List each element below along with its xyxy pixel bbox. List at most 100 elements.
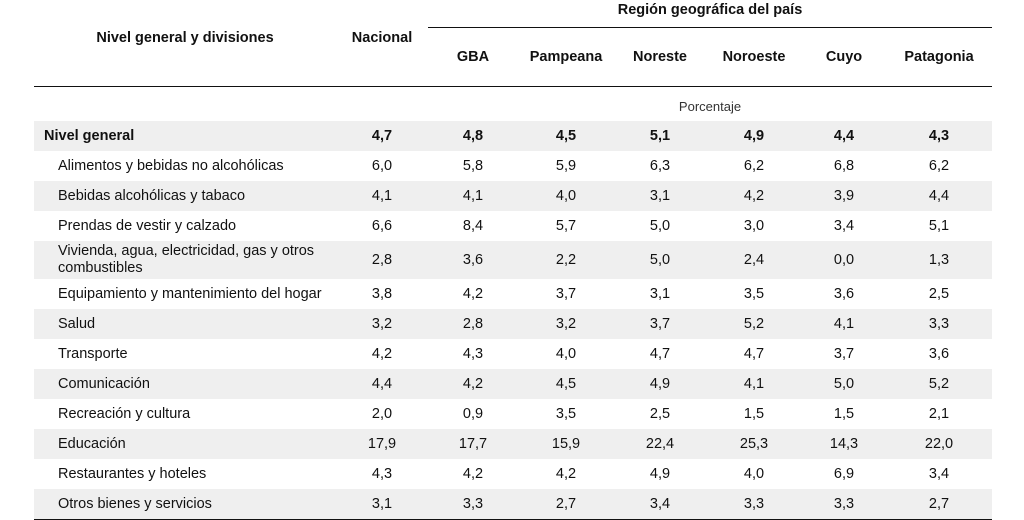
row-value: 4,0 xyxy=(743,466,765,482)
row-value: 2,5 xyxy=(928,286,950,302)
row-value: 4,2 xyxy=(706,181,802,211)
row-value: 4,5 xyxy=(518,369,614,399)
row-value: 0,9 xyxy=(462,406,484,422)
row-value: 5,0 xyxy=(614,241,706,279)
header-label-column: Nivel general y divisiones xyxy=(34,0,336,87)
row-value: 4,0 xyxy=(555,346,577,362)
row-value: 1,5 xyxy=(743,406,765,422)
header-region-group: Región geográfica del país xyxy=(428,0,993,28)
row-value: 3,2 xyxy=(336,309,428,339)
row-value: 3,6 xyxy=(928,346,950,362)
row-value: 5,2 xyxy=(706,309,802,339)
table-row: Recreación y cultura 2,0 0,9 3,5 2,5 1,5 1,5 2,… xyxy=(34,399,992,429)
row-value: 4,9 xyxy=(649,466,671,482)
row-value: 3,5 xyxy=(743,286,765,302)
table-row: Bebidas alcohólicas y tabaco 4,1 4,1 4,0 3,1… xyxy=(34,181,993,211)
row-value: 3,1 xyxy=(614,181,706,211)
table-row: Comunicación 4,4 4,2 4,5 4,9 4,1 5,0 5,2 xyxy=(34,369,993,399)
row-value: 2,1 xyxy=(928,406,950,422)
row-value: 4,1 xyxy=(428,181,518,211)
row-value: 2,2 xyxy=(518,241,614,279)
row-value: 3,4 xyxy=(928,466,950,482)
row-value: 4,3 xyxy=(886,121,993,151)
row-label: Prendas de vestir y calzado xyxy=(58,217,237,234)
table-body: Porcentaje Nivel general 4,7 4,8 4,5 5,1 4,9 4… xyxy=(34,87,993,520)
row-value: 5,2 xyxy=(886,369,993,399)
table-row: Nivel general 4,7 4,8 4,5 5,1 4,9 4,4 4,3 xyxy=(34,121,993,151)
table-row: Prendas de vestir y calzado 6,6 8,4 5,7 5,0 3… xyxy=(34,211,992,241)
table-row: Restaurantes y hoteles 4,3 4,2 4,2 4,9 4,0 6,9… xyxy=(34,459,992,489)
row-value: 17,9 xyxy=(336,429,428,459)
table-row: Equipamiento y mantenimiento del hogar 3,… xyxy=(34,279,992,309)
row-value: 3,9 xyxy=(802,181,886,211)
row-value: 15,9 xyxy=(518,429,614,459)
row-value: 4,3 xyxy=(462,346,484,362)
row-value: 2,4 xyxy=(706,241,802,279)
row-label: Recreación y cultura xyxy=(58,405,191,422)
row-value: 4,9 xyxy=(706,121,802,151)
row-value: 4,7 xyxy=(743,346,765,362)
header-region-noroeste: Noroeste xyxy=(706,27,802,87)
row-value: 1,3 xyxy=(886,241,993,279)
row-value: 6,3 xyxy=(649,158,671,174)
row-value: 6,0 xyxy=(371,158,393,174)
row-value: 4,4 xyxy=(886,181,993,211)
row-value: 5,9 xyxy=(555,158,577,174)
row-value: 3,7 xyxy=(614,309,706,339)
row-value: 6,2 xyxy=(743,158,765,174)
unit-row: Porcentaje xyxy=(34,87,992,122)
row-value: 4,4 xyxy=(802,121,886,151)
row-value: 22,4 xyxy=(614,429,706,459)
row-value: 5,0 xyxy=(802,369,886,399)
row-value: 4,0 xyxy=(518,181,614,211)
row-value: 6,8 xyxy=(833,158,855,174)
row-label: Equipamiento y mantenimiento del hogar xyxy=(58,285,322,302)
row-value: 4,7 xyxy=(649,346,671,362)
row-value: 4,1 xyxy=(706,369,802,399)
header-region-cuyo: Cuyo xyxy=(802,27,886,87)
row-value: 3,3 xyxy=(802,489,886,520)
row-value: 3,7 xyxy=(833,346,855,362)
table-row: Alimentos y bebidas no alcohólicas 6,0 5,8… xyxy=(34,151,992,181)
row-value: 4,7 xyxy=(336,121,428,151)
row-value: 25,3 xyxy=(706,429,802,459)
row-label: Bebidas alcohólicas y tabaco xyxy=(34,181,336,211)
row-value: 3,3 xyxy=(706,489,802,520)
row-label: Vivienda, agua, electricidad, gas y otro… xyxy=(34,241,336,279)
row-value: 4,9 xyxy=(614,369,706,399)
row-value: 1,5 xyxy=(833,406,855,422)
row-value: 3,5 xyxy=(555,406,577,422)
row-value: 3,6 xyxy=(428,241,518,279)
row-value: 2,7 xyxy=(886,489,993,520)
row-label: Otros bienes y servicios xyxy=(34,489,336,520)
table-row: Transporte 4,2 4,3 4,0 4,7 4,7 3,7 3,6 xyxy=(34,339,992,369)
header-region-gba: GBA xyxy=(428,27,518,87)
row-value: 4,5 xyxy=(518,121,614,151)
table-row: Educación 17,9 17,7 15,9 22,4 25,3 14,3 22,0 xyxy=(34,429,993,459)
row-value: 4,4 xyxy=(336,369,428,399)
row-value: 5,0 xyxy=(649,218,671,234)
table-header: Nivel general y divisiones Nacional Regi… xyxy=(34,0,993,87)
row-label: Nivel general xyxy=(34,121,336,151)
row-value: 5,7 xyxy=(555,218,577,234)
row-value: 4,2 xyxy=(462,286,484,302)
row-value: 4,2 xyxy=(462,466,484,482)
row-value: 4,3 xyxy=(371,466,393,482)
row-value: 4,1 xyxy=(802,309,886,339)
row-value: 4,2 xyxy=(555,466,577,482)
row-value: 3,6 xyxy=(833,286,855,302)
row-value: 6,9 xyxy=(833,466,855,482)
row-value: 3,7 xyxy=(555,286,577,302)
row-value: 3,1 xyxy=(336,489,428,520)
row-label: Restaurantes y hoteles xyxy=(58,465,207,482)
row-value: 17,7 xyxy=(428,429,518,459)
row-label: Transporte xyxy=(58,345,128,362)
header-region-noreste: Noreste xyxy=(614,27,706,87)
table-row: Otros bienes y servicios 3,1 3,3 2,7 3,4 3,3 3… xyxy=(34,489,993,520)
row-value: 22,0 xyxy=(886,429,993,459)
row-value: 5,8 xyxy=(462,158,484,174)
header-region-pampeana: Pampeana xyxy=(518,27,614,87)
header-nacional: Nacional xyxy=(336,0,428,87)
row-value: 6,2 xyxy=(928,158,950,174)
row-value: 8,4 xyxy=(462,218,484,234)
